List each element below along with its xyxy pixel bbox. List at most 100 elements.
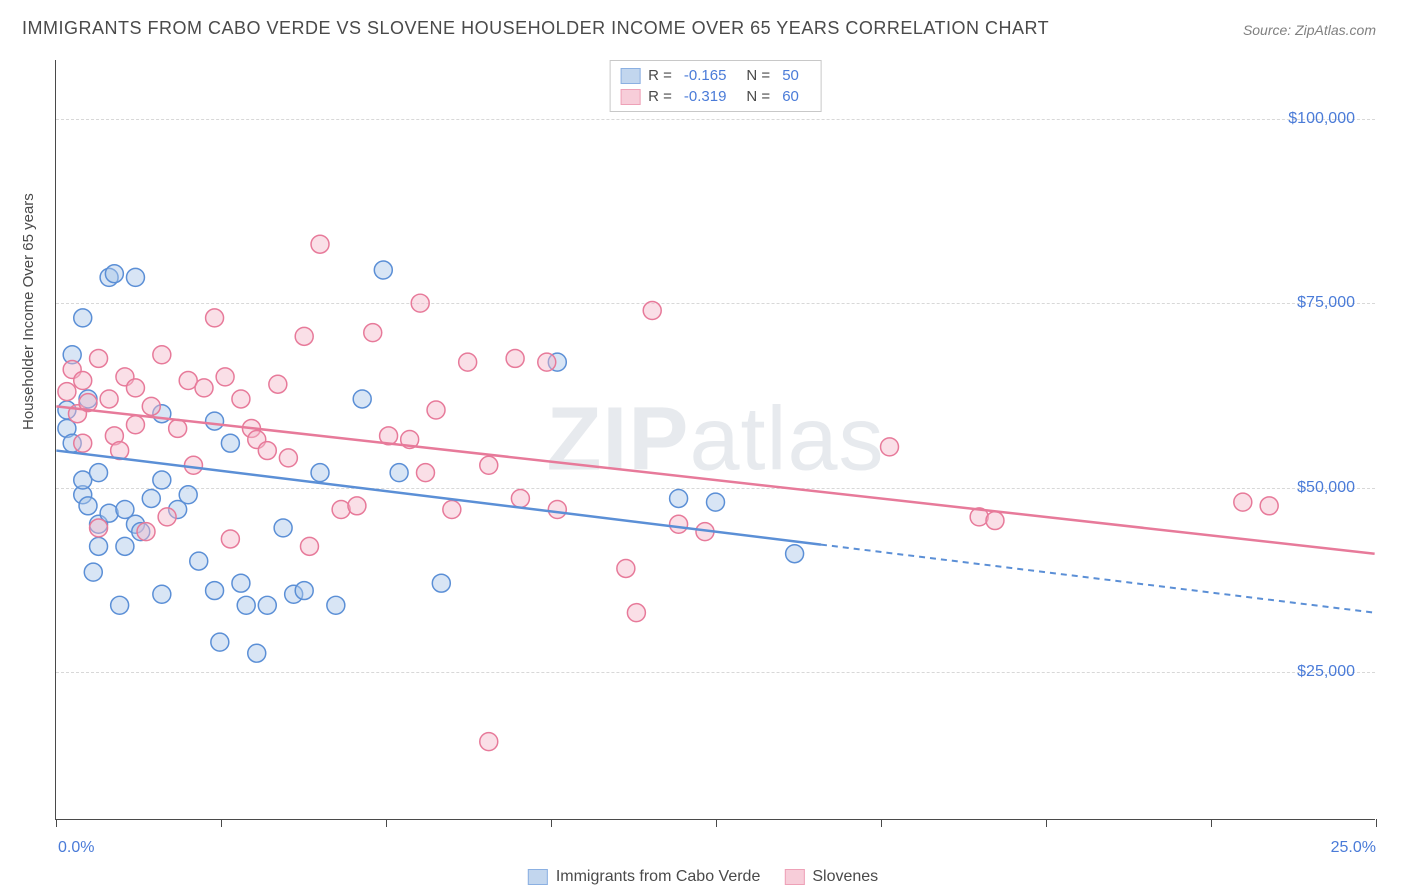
scatter-point (153, 346, 171, 364)
scatter-point (153, 585, 171, 603)
scatter-point (84, 563, 102, 581)
scatter-point (986, 512, 1004, 530)
trend-line (56, 451, 821, 545)
x-axis-min-label: 0.0% (58, 839, 94, 857)
scatter-point (74, 434, 92, 452)
scatter-point (411, 294, 429, 312)
scatter-point (548, 501, 566, 519)
legend-item: Slovenes (784, 868, 878, 886)
scatter-point (179, 486, 197, 504)
scatter-point (332, 501, 350, 519)
scatter-point (169, 419, 187, 437)
scatter-point (432, 574, 450, 592)
scatter-point (643, 302, 661, 320)
scatter-point (311, 464, 329, 482)
legend-item: Immigrants from Cabo Verde (528, 868, 761, 886)
scatter-point (786, 545, 804, 563)
scatter-point (142, 489, 160, 507)
scatter-point (74, 372, 92, 390)
scatter-point (158, 508, 176, 526)
scatter-point (311, 235, 329, 253)
scatter-point (126, 416, 144, 434)
scatter-point (100, 390, 118, 408)
scatter-point (416, 464, 434, 482)
scatter-point (206, 309, 224, 327)
scatter-point (443, 501, 461, 519)
scatter-point (90, 519, 108, 537)
correlation-legend: R =-0.165N =50R =-0.319N =60 (609, 60, 822, 112)
scatter-point (295, 327, 313, 345)
scatter-point (221, 530, 239, 548)
scatter-point (480, 456, 498, 474)
x-tick (1376, 819, 1377, 827)
x-tick (221, 819, 222, 827)
legend-label: Immigrants from Cabo Verde (556, 868, 761, 886)
x-tick (551, 819, 552, 827)
scatter-point (90, 464, 108, 482)
scatter-point (126, 268, 144, 286)
legend-swatch (620, 68, 640, 84)
scatter-point (232, 390, 250, 408)
legend-swatch (620, 89, 640, 105)
trend-line-extrapolated (821, 545, 1375, 613)
scatter-point (459, 353, 477, 371)
scatter-point (258, 442, 276, 460)
scatter-point (74, 309, 92, 327)
scatter-point (881, 438, 899, 456)
x-tick (716, 819, 717, 827)
scatter-point (279, 449, 297, 467)
chart-container: IMMIGRANTS FROM CABO VERDE VS SLOVENE HO… (0, 0, 1406, 892)
scatter-point (274, 519, 292, 537)
scatter-point (670, 489, 688, 507)
scatter-point (190, 552, 208, 570)
scatter-point (90, 537, 108, 555)
scatter-point (269, 375, 287, 393)
legend-label: Slovenes (812, 868, 878, 886)
scatter-point (111, 596, 129, 614)
scatter-svg (56, 60, 1375, 819)
scatter-point (137, 523, 155, 541)
scatter-point (300, 537, 318, 555)
source-attribution: Source: ZipAtlas.com (1243, 22, 1376, 38)
scatter-point (216, 368, 234, 386)
legend-row: R =-0.319N =60 (620, 86, 811, 107)
legend-row: R =-0.165N =50 (620, 65, 811, 86)
scatter-point (206, 412, 224, 430)
scatter-point (374, 261, 392, 279)
scatter-point (90, 349, 108, 367)
scatter-point (126, 379, 144, 397)
scatter-point (511, 489, 529, 507)
legend-swatch (528, 869, 548, 885)
scatter-point (348, 497, 366, 515)
scatter-point (480, 733, 498, 751)
scatter-point (707, 493, 725, 511)
series-legend: Immigrants from Cabo Verde Slovenes (528, 868, 878, 886)
scatter-point (142, 397, 160, 415)
scatter-point (258, 596, 276, 614)
scatter-point (295, 582, 313, 600)
scatter-point (232, 574, 250, 592)
scatter-point (248, 644, 266, 662)
scatter-point (538, 353, 556, 371)
y-axis-label: Householder Income Over 65 years (20, 193, 37, 430)
scatter-point (116, 537, 134, 555)
scatter-point (105, 265, 123, 283)
x-tick (386, 819, 387, 827)
scatter-point (1234, 493, 1252, 511)
scatter-point (353, 390, 371, 408)
legend-swatch (784, 869, 804, 885)
scatter-point (506, 349, 524, 367)
x-axis-max-label: 25.0% (1331, 839, 1376, 857)
scatter-point (627, 604, 645, 622)
scatter-point (153, 471, 171, 489)
x-tick (1211, 819, 1212, 827)
scatter-point (327, 596, 345, 614)
x-tick (56, 819, 57, 827)
scatter-point (58, 383, 76, 401)
x-tick (881, 819, 882, 827)
x-tick (1046, 819, 1047, 827)
scatter-point (79, 497, 97, 515)
scatter-point (211, 633, 229, 651)
plot-area: ZIPatlas $25,000$50,000$75,000$100,000 R… (55, 60, 1375, 820)
scatter-point (670, 515, 688, 533)
